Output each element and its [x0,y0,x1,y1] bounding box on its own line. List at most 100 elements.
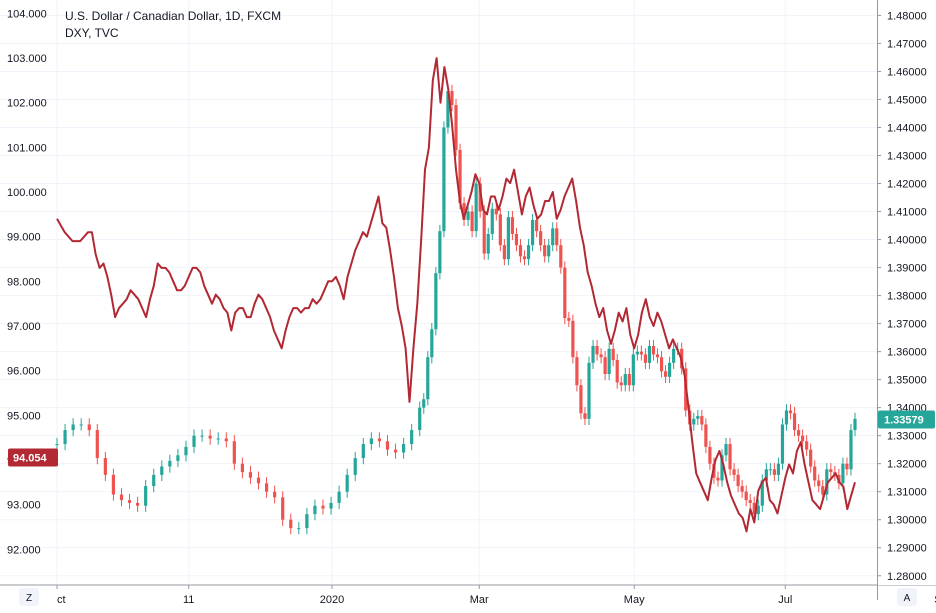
candle-body [567,317,571,321]
candle-body [813,466,817,481]
candle-body [490,208,494,234]
candle-body [136,502,140,506]
candle-body [530,219,535,246]
candle-body [518,245,523,257]
candle-body [756,505,760,515]
candle-body [744,491,748,501]
candle-body [248,472,253,478]
candle-body [264,483,269,492]
candle-body [385,441,390,450]
candle-body [502,245,506,260]
left-last-value-badge: 94.054 [8,448,58,467]
candle-body [377,438,382,442]
candle-body [672,348,676,363]
candle-body [474,183,478,232]
right-tick-label: 1.46000 [887,66,927,78]
candle-body [478,183,482,212]
candle-body [442,127,446,232]
candle-body [526,245,531,260]
auto-scale-right-button[interactable]: A [897,588,917,606]
candle-body [748,500,752,503]
candle-body [256,477,261,484]
candle-body [361,444,365,459]
candle-body [119,494,124,501]
chart-title: U.S. Dollar / Canadian Dollar, 1D, FXCM [65,9,281,23]
candle-body [79,424,83,426]
candle-body [353,458,357,475]
candle-body [623,374,627,386]
grid [0,0,877,585]
right-tick-label: 1.28000 [887,571,927,583]
x-tick-label: Mar [470,594,489,606]
right-axis-panel [877,0,936,585]
candle-body [809,449,813,467]
candle-body [111,474,116,495]
right-last-value-badge: 1.33579 [878,410,935,429]
candle-body [297,528,301,530]
right-tick-label: 1.42000 [887,179,927,191]
candle-body [273,491,277,498]
left-tick-label: 102.000 [7,98,47,110]
candle-body [784,410,789,425]
candle-body [426,357,430,400]
candle-body [805,441,809,450]
candle-body [627,374,631,386]
candle-body [539,231,543,246]
right-tick-label: 1.40000 [887,235,927,247]
candle-body [563,267,567,318]
candle-body [543,245,547,257]
candle-body [208,435,212,439]
auto-scale-left-bg[interactable] [19,588,39,606]
candle-body [87,424,91,431]
candle-body [631,354,635,386]
candle-body [224,438,228,442]
candle-body [514,233,519,246]
candle-body [772,469,776,475]
auto-scale-left-button[interactable]: Z [19,588,39,606]
right-tick-label: 1.31000 [887,487,927,499]
candle-body [559,245,563,268]
candle-body [418,407,422,431]
candle-body [422,399,426,408]
candle-body [547,245,551,257]
candle-body [510,217,515,234]
candle-body [829,469,833,473]
candle-body [821,486,825,495]
candle-body [232,441,236,464]
candle-body [184,446,188,456]
candle-body [575,357,579,386]
right-last-value: 1.33579 [884,414,924,426]
auto-scale-right-label[interactable]: A [904,593,911,604]
x-tick-label: Sep [934,594,936,606]
candle-body [462,203,466,220]
right-tick-label: 1.36000 [887,347,927,359]
candle-body [724,444,728,456]
candle-body [535,219,539,232]
candle-body [760,480,764,506]
candle-body [281,497,285,520]
right-tick-label: 1.41000 [887,207,927,219]
right-axis-ticks: 1.48000 1.47000 1.46000 1.45000 1.44000 1.430… [877,10,927,583]
candle-body [591,346,595,363]
candle-body [192,435,196,447]
candle-body [55,444,59,446]
candle-body [103,458,107,475]
candle-body [410,430,414,445]
candle-body [639,351,643,355]
dxy-line [56,57,856,533]
left-tick-label: 95.000 [7,410,41,422]
left-tick-label: 101.000 [7,142,47,154]
candle-body [692,418,696,425]
candle-body [522,256,527,260]
auto-scale-left-label[interactable]: Z [26,593,32,604]
candle-body [216,438,220,440]
right-tick-label: 1.35000 [887,375,927,387]
candle-body [663,371,668,377]
candle-body [434,273,438,330]
auto-scale-right-bg[interactable] [897,588,917,606]
candle-body [176,455,180,461]
candle-body [700,416,704,425]
right-tick-label: 1.48000 [887,10,927,22]
candle-body [817,480,821,487]
